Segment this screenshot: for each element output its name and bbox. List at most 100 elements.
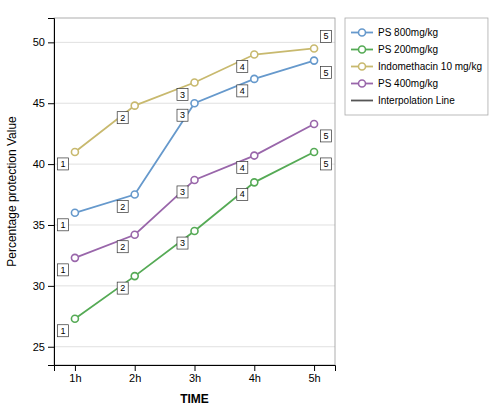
point-label: 2 <box>117 112 128 124</box>
y-tick-mark <box>48 347 54 348</box>
series-point <box>191 176 198 183</box>
x-tick-label: 5h <box>308 372 320 384</box>
series-line <box>75 124 314 258</box>
x-tick: 3h <box>189 365 201 384</box>
grid <box>54 42 335 346</box>
point-label-box <box>117 112 128 124</box>
series-point <box>251 152 258 159</box>
series-point <box>191 79 198 86</box>
point-label-text: 5 <box>324 131 329 141</box>
series-point <box>131 273 138 280</box>
x-tick-mark <box>135 365 136 371</box>
point-label-text: 3 <box>180 187 185 197</box>
point-label: 1 <box>57 325 68 337</box>
point-label-box <box>117 201 128 213</box>
point-label-text: 5 <box>324 31 329 41</box>
point-label: 1 <box>57 264 68 276</box>
x-tick-label: 3h <box>189 372 201 384</box>
series-point <box>71 315 78 322</box>
grid-line <box>54 346 335 347</box>
plot-frame <box>54 18 335 365</box>
series-point <box>131 191 138 198</box>
y-tick-label: 50 <box>33 36 45 48</box>
y-tick-label: 45 <box>33 97 45 109</box>
y-tick: 50 <box>33 36 54 48</box>
point-label-text: 3 <box>180 238 185 248</box>
point-label-text: 2 <box>120 283 125 293</box>
x-axis-title: TIME <box>180 392 209 406</box>
y-tick-mark <box>48 286 54 287</box>
point-label-box <box>177 89 188 101</box>
y-tick-mark <box>48 164 54 165</box>
legend-swatch-marker <box>359 63 366 70</box>
point-label: 5 <box>321 30 332 42</box>
point-label: 2 <box>117 282 128 294</box>
x-tick-label: 2h <box>129 372 141 384</box>
y-axis-line <box>48 19 55 366</box>
point-label: 3 <box>177 237 188 249</box>
legend-item: PS 200mg/kg <box>351 44 438 55</box>
legend: PS 800mg/kgPS 200mg/kgIndomethacin 10 mg… <box>345 18 488 115</box>
point-label-text: 2 <box>120 202 125 212</box>
point-label-text: 3 <box>180 90 185 100</box>
series-point <box>311 148 318 155</box>
point-label-box <box>117 282 128 294</box>
point-label-box <box>237 61 248 73</box>
point-label-text: 1 <box>60 220 65 230</box>
point-label-box <box>321 30 332 42</box>
point-label-box <box>321 130 332 142</box>
x-tick-label: 1h <box>69 372 81 384</box>
x-tick: 5h <box>308 365 320 384</box>
x-tick: 1h <box>69 365 81 384</box>
series-point <box>311 120 318 127</box>
point-label-box <box>57 264 68 276</box>
legend-swatch-marker <box>359 46 366 53</box>
legend-swatch <box>351 100 373 102</box>
point-label-box <box>237 162 248 174</box>
x-axis-line <box>55 366 336 372</box>
point-label: 5 <box>321 158 332 170</box>
series-point <box>311 57 318 64</box>
series-point <box>251 75 258 82</box>
grid-line <box>54 42 335 43</box>
point-label-text: 1 <box>60 326 65 336</box>
legend-label: Indomethacin 10 mg/kg <box>378 61 482 72</box>
point-label-box <box>177 186 188 198</box>
series-line <box>75 48 314 151</box>
y-tick-mark <box>48 103 54 104</box>
point-label: 2 <box>117 201 128 213</box>
y-tick: 40 <box>33 158 54 170</box>
point-label-text: 5 <box>324 68 329 78</box>
point-label-text: 2 <box>120 242 125 252</box>
point-label-box <box>57 158 68 170</box>
legend-label: PS 200mg/kg <box>378 44 438 55</box>
series-point <box>71 254 78 261</box>
series-point <box>71 148 78 155</box>
y-tick-mark <box>48 225 54 226</box>
grid-line <box>54 285 335 286</box>
chart-svg: 1h2h3h4h5h253035404550TIMEPercentage pro… <box>0 0 500 411</box>
legend-item: Indomethacin 10 mg/kg <box>351 61 482 72</box>
x-tick-label: 4h <box>249 372 261 384</box>
point-label: 1 <box>57 219 68 231</box>
series-line <box>75 61 314 213</box>
series-point <box>71 209 78 216</box>
x-tick-mark <box>254 365 255 371</box>
point-label: 5 <box>321 130 332 142</box>
point-label-text: 4 <box>240 189 245 199</box>
point-label: 4 <box>237 61 248 73</box>
point-label: 1 <box>57 158 68 170</box>
x-tick-mark <box>195 365 196 371</box>
y-tick: 25 <box>33 341 54 353</box>
point-label: 4 <box>237 188 248 200</box>
y-tick: 45 <box>33 97 54 109</box>
series-point <box>191 100 198 107</box>
grid-line <box>54 224 335 225</box>
point-labels: 12345123451234512345 <box>57 30 331 336</box>
series-point <box>131 102 138 109</box>
x-axis: 1h 2h 3h 4h 5h <box>55 365 336 384</box>
point-label: 2 <box>117 241 128 253</box>
x-tick: 2h <box>129 365 141 384</box>
point-label-text: 1 <box>60 159 65 169</box>
point-label-box <box>321 158 332 170</box>
